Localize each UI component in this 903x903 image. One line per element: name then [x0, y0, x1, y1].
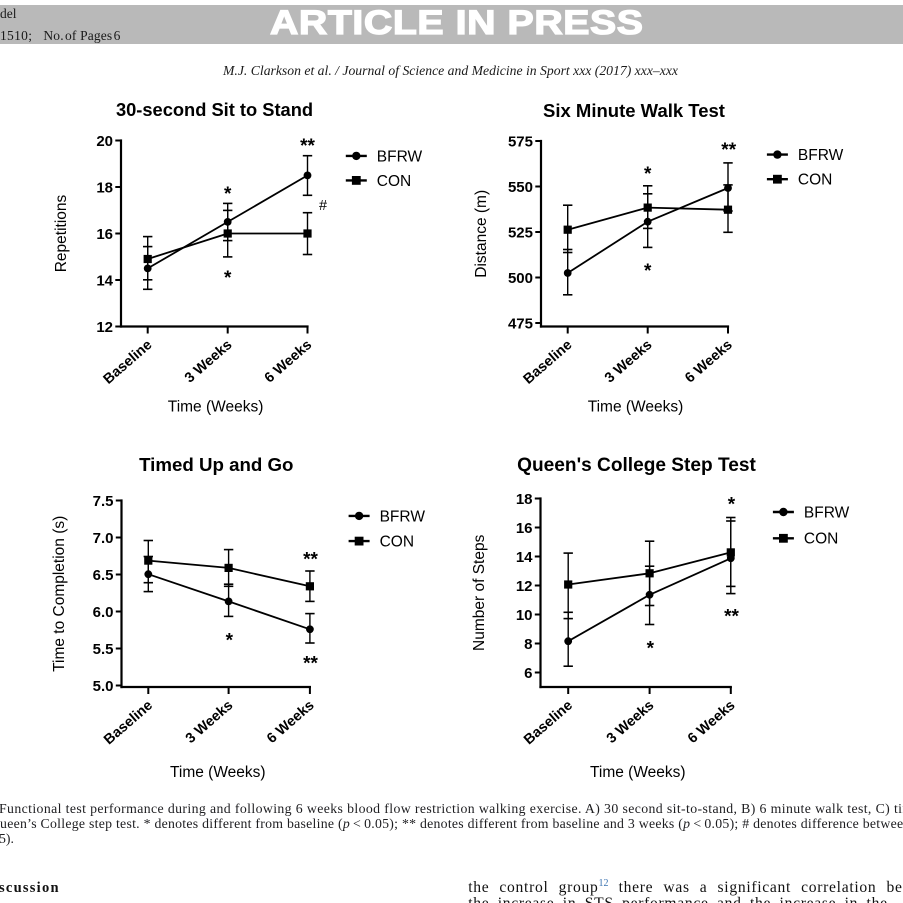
svg-text:Queen's College Step Test: Queen's College Step Test: [517, 455, 756, 476]
svg-text:14: 14: [516, 549, 533, 566]
svg-text:**: **: [303, 550, 318, 571]
svg-text:Time (Weeks): Time (Weeks): [588, 399, 684, 416]
svg-text:BFRW: BFRW: [377, 148, 423, 165]
svg-text:*: *: [224, 184, 232, 205]
svg-text:BFRW: BFRW: [380, 508, 426, 525]
svg-text:*: *: [644, 164, 652, 185]
svg-text:3 Weeks: 3 Weeks: [183, 697, 237, 746]
svg-text:Distance (m): Distance (m): [473, 190, 490, 278]
svg-text:**: **: [721, 140, 736, 161]
svg-text:30-second Sit to Stand: 30-second Sit to Stand: [116, 99, 313, 120]
svg-text:Baseline: Baseline: [101, 697, 156, 748]
svg-text:Time (Weeks): Time (Weeks): [168, 399, 264, 416]
svg-text:6: 6: [524, 665, 532, 682]
svg-text:16: 16: [96, 226, 113, 243]
svg-text:*: *: [644, 261, 652, 282]
svg-text:18: 18: [96, 180, 113, 197]
svg-text:5.5: 5.5: [93, 641, 114, 658]
svg-text:BFRW: BFRW: [804, 504, 850, 521]
svg-text:Time (Weeks): Time (Weeks): [170, 764, 266, 781]
svg-text:8: 8: [524, 636, 532, 653]
svg-text:*: *: [224, 268, 232, 289]
svg-text:Number of Steps: Number of Steps: [471, 534, 488, 651]
svg-text:7.5: 7.5: [93, 493, 114, 510]
svg-text:6 Weeks: 6 Weeks: [685, 697, 739, 746]
svg-text:Time to Completion (s): Time to Completion (s): [51, 516, 68, 672]
svg-text:CON: CON: [380, 534, 414, 551]
svg-text:6 Weeks: 6 Weeks: [264, 697, 318, 746]
svg-text:10: 10: [516, 607, 533, 624]
svg-text:*: *: [728, 495, 736, 516]
svg-text:6 Weeks: 6 Weeks: [262, 337, 316, 386]
svg-text:Time (Weeks): Time (Weeks): [590, 764, 686, 781]
svg-text:3 Weeks: 3 Weeks: [604, 697, 658, 746]
svg-text:575: 575: [508, 134, 533, 151]
svg-text:500: 500: [508, 270, 533, 287]
svg-text:3 Weeks: 3 Weeks: [182, 337, 236, 386]
svg-text:6.5: 6.5: [93, 567, 114, 584]
svg-text:20: 20: [96, 133, 113, 150]
svg-text:*: *: [226, 631, 234, 652]
svg-text:475: 475: [508, 316, 533, 333]
svg-text:12: 12: [96, 319, 113, 336]
svg-text:5.0: 5.0: [93, 678, 114, 695]
svg-text:BFRW: BFRW: [798, 147, 844, 164]
svg-text:7.0: 7.0: [93, 530, 114, 547]
svg-text:18: 18: [516, 491, 533, 508]
svg-text:Baseline: Baseline: [520, 337, 575, 388]
svg-text:Timed Up and Go: Timed Up and Go: [139, 454, 293, 475]
svg-text:Six Minute Walk Test: Six Minute Walk Test: [543, 100, 725, 121]
svg-text:6 Weeks: 6 Weeks: [682, 337, 736, 386]
svg-text:Repetitions: Repetitions: [53, 194, 70, 272]
svg-text:525: 525: [508, 225, 533, 242]
svg-text:*: *: [647, 639, 655, 660]
svg-text:CON: CON: [377, 173, 411, 190]
svg-text:6.0: 6.0: [93, 604, 114, 621]
svg-text:Baseline: Baseline: [100, 337, 155, 388]
svg-text:3 Weeks: 3 Weeks: [602, 337, 656, 386]
svg-text:#: #: [319, 198, 327, 214]
svg-text:**: **: [303, 653, 318, 674]
svg-text:**: **: [724, 607, 739, 628]
svg-text:550: 550: [508, 179, 533, 196]
svg-text:14: 14: [96, 273, 113, 290]
svg-text:**: **: [300, 136, 315, 157]
svg-text:16: 16: [516, 520, 533, 537]
svg-text:CON: CON: [804, 531, 838, 548]
svg-text:Baseline: Baseline: [521, 697, 576, 748]
svg-text:CON: CON: [798, 172, 832, 189]
svg-text:12: 12: [516, 578, 533, 595]
